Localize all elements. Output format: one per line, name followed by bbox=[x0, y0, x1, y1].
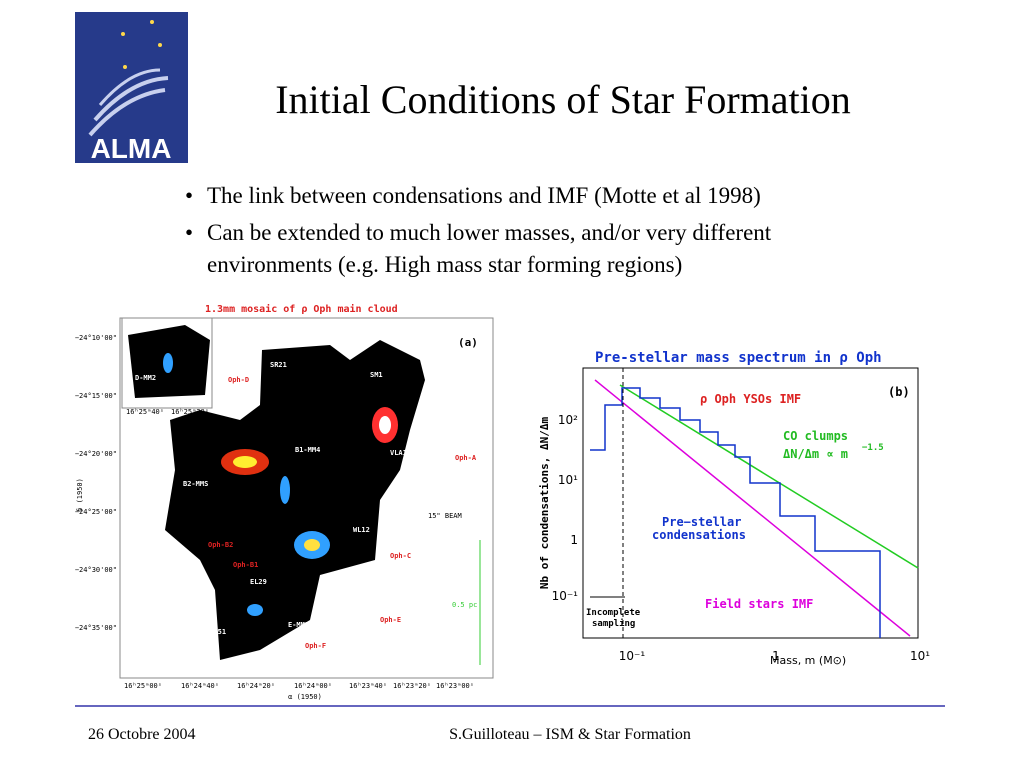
bullet-mark: • bbox=[185, 183, 193, 208]
figure-label: Nb of condensations, ΔN/Δm bbox=[538, 417, 551, 590]
blob bbox=[304, 539, 320, 551]
figure-label: 16ʰ25ᵐ20ˢ bbox=[171, 408, 209, 416]
plot-frame bbox=[582, 367, 919, 639]
blob bbox=[379, 416, 391, 434]
blob bbox=[247, 604, 263, 616]
figure-label: 16ʰ23ᵐ00ˢ bbox=[436, 682, 474, 690]
figure-label: 1.3mm mosaic of ρ Oph main cloud bbox=[205, 303, 398, 315]
figure-label: B2-MMS bbox=[183, 480, 208, 488]
figure-label: VLA1623 bbox=[390, 449, 420, 457]
logo-arc bbox=[98, 68, 161, 106]
figure-label: Oph-E bbox=[380, 616, 401, 624]
figure-label: IRS51 bbox=[205, 628, 226, 636]
bullet: environments (e.g. High mass star formin… bbox=[207, 252, 682, 277]
figure-label: SM1 bbox=[370, 371, 383, 379]
figure-label: 0.5 pc bbox=[452, 601, 477, 609]
blob bbox=[233, 456, 257, 468]
bullet: The link between condensations and IMF (… bbox=[207, 183, 761, 208]
figure-label: Mass, m (M⊙) bbox=[770, 654, 846, 667]
figure-label: 10¹ bbox=[558, 473, 578, 487]
figure-label: Oph-C bbox=[390, 552, 411, 560]
figure-label: −24°15'00" bbox=[75, 392, 117, 400]
inset-frame bbox=[121, 317, 213, 409]
footer-date: 26 Octobre 2004 bbox=[88, 726, 196, 743]
figure-label: (b) bbox=[888, 385, 910, 399]
blob bbox=[280, 476, 290, 504]
bullet: Can be extended to much lower masses, an… bbox=[207, 220, 772, 245]
figure-label: −1.5 bbox=[862, 443, 884, 453]
figure-label: 16ʰ24ᵐ00ˢ bbox=[294, 682, 332, 690]
figure-label: δ (1950) bbox=[76, 478, 84, 512]
figure-label: Oph-D bbox=[228, 376, 249, 384]
footer-credit: S.Guilloteau – ISM & Star Formation bbox=[449, 726, 691, 743]
figure-label: 16ʰ25ᵐ00ˢ bbox=[124, 682, 162, 690]
map-cloud bbox=[165, 340, 425, 660]
figure-label: Oph-B2 bbox=[208, 541, 233, 549]
figure-label: Pre-stellar mass spectrum in ρ Oph bbox=[595, 350, 882, 366]
figure-label: 16ʰ23ᵐ40ˢ bbox=[349, 682, 387, 690]
figure-label: EL29 bbox=[250, 578, 267, 586]
figure-label: −24°30'00" bbox=[75, 566, 117, 574]
figure-label: SR21 bbox=[270, 361, 287, 369]
figure-label: condensations bbox=[652, 528, 746, 542]
logo-star bbox=[121, 32, 125, 36]
figure-label: sampling bbox=[592, 618, 635, 629]
figure-label: −24°35'00" bbox=[75, 624, 117, 632]
blob bbox=[163, 353, 173, 373]
figure-label: −24°10'00" bbox=[75, 334, 117, 342]
figure-label: Oph-F bbox=[305, 642, 326, 650]
figure-label: Field stars IMF bbox=[705, 597, 813, 611]
figure-label: 10² bbox=[558, 413, 578, 427]
figure-label: 16ʰ24ᵐ20ˢ bbox=[237, 682, 275, 690]
figure-label: 1 bbox=[570, 533, 578, 547]
figure-label: Incomplete bbox=[586, 608, 641, 618]
logo-star bbox=[150, 20, 154, 24]
bullet-mark: • bbox=[185, 220, 193, 245]
figure-label: D-MM2 bbox=[135, 374, 156, 382]
figure-label: −24°20'00" bbox=[75, 450, 117, 458]
figure-label: B1-MM4 bbox=[295, 446, 320, 454]
figure-label: 1 bbox=[772, 649, 780, 663]
figure-label: 10⁻¹ bbox=[552, 589, 579, 603]
logo-arc bbox=[93, 76, 169, 122]
figure-label: −24°25'00" bbox=[75, 508, 117, 516]
figure-label: Oph-A bbox=[455, 454, 477, 462]
logo-arc bbox=[88, 88, 166, 137]
figure-label: WL12 bbox=[353, 526, 370, 534]
figure-label: α (1950) bbox=[288, 693, 322, 701]
histogram bbox=[590, 387, 881, 638]
figure-label: 16ʰ23ᵐ20ˢ bbox=[393, 682, 431, 690]
title: Initial Conditions of Star Formation bbox=[275, 77, 851, 122]
field-imf-line bbox=[594, 379, 911, 637]
figure-label: 16ʰ24ᵐ40ˢ bbox=[181, 682, 219, 690]
figure-label: CO clumps bbox=[783, 429, 848, 443]
figure-label: ρ Oph YSOs IMF bbox=[700, 392, 801, 406]
logo-text: ALMA bbox=[91, 133, 172, 164]
figure-label: ΔN/Δm ∝ m bbox=[783, 447, 848, 461]
figure-label: Oph-B1 bbox=[233, 561, 258, 569]
co-line bbox=[619, 384, 919, 569]
logo-star bbox=[123, 65, 127, 69]
logo-star bbox=[158, 43, 162, 47]
figure-label: 15" BEAM bbox=[428, 512, 462, 520]
figure-label: 10⁻¹ bbox=[619, 649, 646, 663]
figure-label: Pre−stellar bbox=[662, 515, 741, 529]
map-frame bbox=[119, 317, 494, 679]
figure-label: 10¹ bbox=[910, 649, 930, 663]
figure-label: E-MM2 bbox=[288, 621, 309, 629]
figure-label: (a) bbox=[458, 336, 478, 349]
figure-label: 16ʰ25ᵐ40ˢ bbox=[126, 408, 164, 416]
